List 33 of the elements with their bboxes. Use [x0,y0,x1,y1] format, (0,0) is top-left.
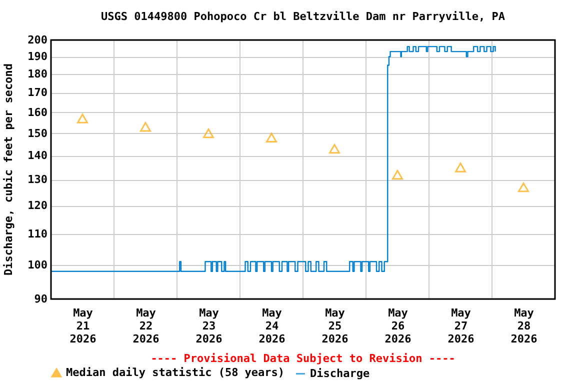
x-tick-label: May 26 2026 [384,306,412,346]
y-tick-label: 150 [28,126,48,140]
y-axis-title: Discharge, cubic feet per second [2,64,15,276]
y-tick-label: 170 [28,86,48,100]
point [329,144,340,154]
point [140,122,151,132]
point [266,132,277,143]
x-tick-label: May 21 2026 [70,306,97,346]
point [518,182,529,192]
chart-title: USGS 01449800 Pohopoco Cr bl Beltzville Dam nr Parryville, PA [101,10,506,23]
x-tick-label: May 27 2026 [448,306,475,346]
y-tick-label: 190 [28,50,48,64]
point [77,114,88,124]
y-tick-label: 120 [28,199,48,212]
x-tick-label: May 28 2026 [510,306,538,346]
text: ---- Provisional Data Subject to Revision ---- [150,352,456,365]
y-tick-label: 100 [28,258,48,272]
point [455,162,466,172]
y-tick-label: 140 [28,149,48,162]
legend-label: Median daily statistic (58 years) [66,366,285,379]
y-tick-label: 200 [28,34,48,46]
point [392,170,403,180]
legend-label: Discharge [310,366,370,380]
y-tick-label: 160 [28,106,48,119]
point [203,128,214,138]
y-tick-label: 90 [34,292,48,306]
x-tick-label: May 23 2026 [196,306,223,346]
y-tick-label: 180 [28,68,48,81]
x-tick-label: May 22 2026 [132,306,160,346]
x-tick-label: May 24 2026 [258,306,286,346]
x-tick-label: May 25 2026 [322,306,349,346]
y-tick-label: 110 [28,227,48,240]
y-tick-label: 130 [28,173,48,186]
